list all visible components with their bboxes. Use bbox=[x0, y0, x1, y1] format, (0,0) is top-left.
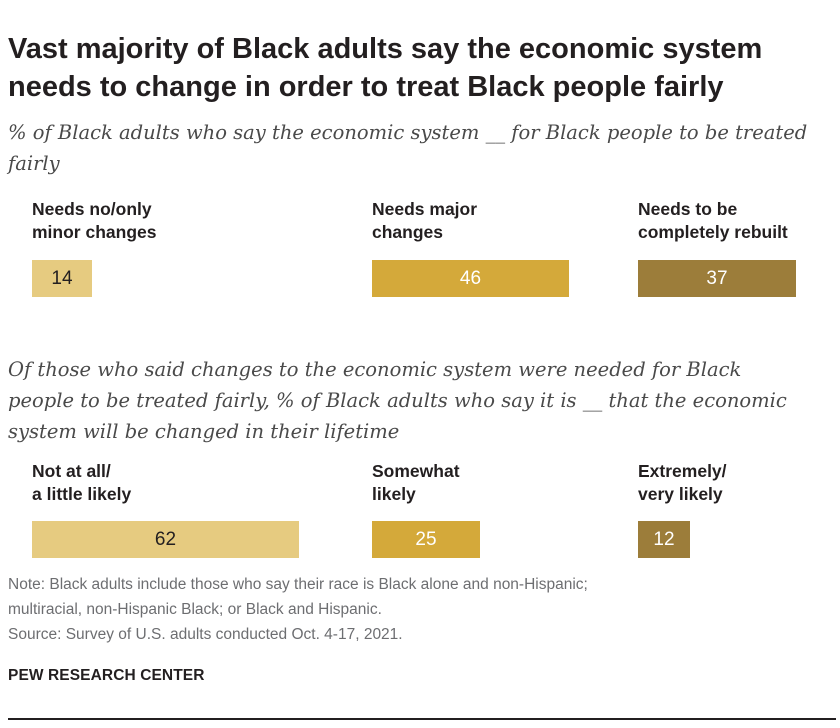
chart-1-category-label: Needs major changes bbox=[372, 199, 478, 242]
source-line: Source: Survey of U.S. adults conducted … bbox=[8, 626, 403, 643]
chart-2-category-label: Somewhat likely bbox=[372, 461, 460, 504]
chart-2-subtitle: Of those who said changes to the economi… bbox=[8, 358, 787, 443]
chart-1-bar: 46 bbox=[372, 260, 569, 297]
chart-2-value-label: 12 bbox=[653, 529, 675, 550]
chart-1-category-label: Needs to be completely rebuilt bbox=[638, 199, 788, 242]
chart-2-bar: 25 bbox=[372, 521, 480, 558]
chart-2-bar: 12 bbox=[638, 521, 690, 558]
chart-1-bar: 37 bbox=[638, 260, 796, 297]
brand-logo-text: PEW RESEARCH CENTER bbox=[8, 667, 205, 684]
bottom-rule bbox=[8, 718, 836, 720]
chart-title: Vast majority of Black adults say the ec… bbox=[8, 33, 763, 103]
chart-1-value-label: 14 bbox=[51, 268, 73, 289]
chart-2-category-label: Extremely/ very likely bbox=[638, 461, 727, 504]
note-line-2: multiracial, non-Hispanic Black; or Blac… bbox=[8, 601, 382, 618]
chart-2-value-label: 62 bbox=[154, 529, 177, 550]
chart-2: Not at all/ a little likely 62 Somewhat li… bbox=[0, 460, 840, 564]
chart-2-bar: 62 bbox=[32, 521, 299, 558]
chart-1-subtitle: % of Black adults who say the economic s… bbox=[8, 121, 808, 175]
chart-1-bar: 14 bbox=[32, 260, 92, 297]
note-line-1: Note: Black adults include those who say… bbox=[8, 576, 588, 593]
chart-2-value-label: 25 bbox=[415, 529, 437, 550]
chart-note: Note: Black adults include those who say… bbox=[8, 572, 828, 647]
chart-2-category-label: Not at all/ a little likely bbox=[32, 461, 132, 504]
chart-1-value-label: 37 bbox=[706, 268, 728, 289]
chart-1: Needs no/only minor changes 14 Needs major… bbox=[0, 198, 840, 308]
chart-1-value-label: 46 bbox=[459, 268, 482, 289]
chart-1-category-label: Needs no/only minor changes bbox=[32, 199, 157, 242]
